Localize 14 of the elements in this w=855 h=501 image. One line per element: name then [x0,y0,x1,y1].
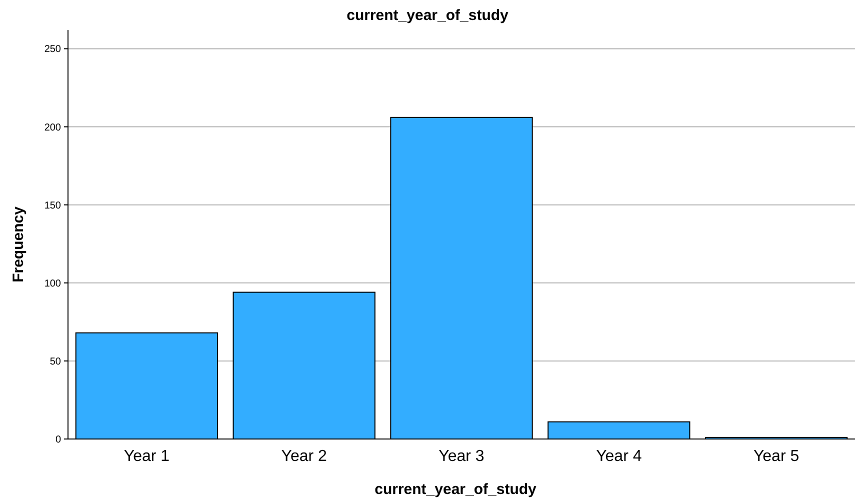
y-tick-label: 100 [44,278,62,290]
x-tick-label: Year 3 [438,448,484,465]
y-axis-title: Frequency [10,206,27,282]
x-axis-title: current_year_of_study [374,481,538,498]
y-tick-label: 250 [44,44,62,56]
y-tick-label: 150 [44,200,62,212]
y-tick-label: 200 [44,122,62,134]
y-tick-label: 0 [55,434,62,446]
x-tick-label: Year 5 [753,448,800,465]
chart-title: current_year_of_study [346,7,510,24]
x-tick-label: Year 2 [281,448,328,465]
y-tick-label: 50 [50,356,62,368]
x-tick-label: Year 1 [124,448,170,465]
x-tick-label: Year 4 [596,448,642,465]
